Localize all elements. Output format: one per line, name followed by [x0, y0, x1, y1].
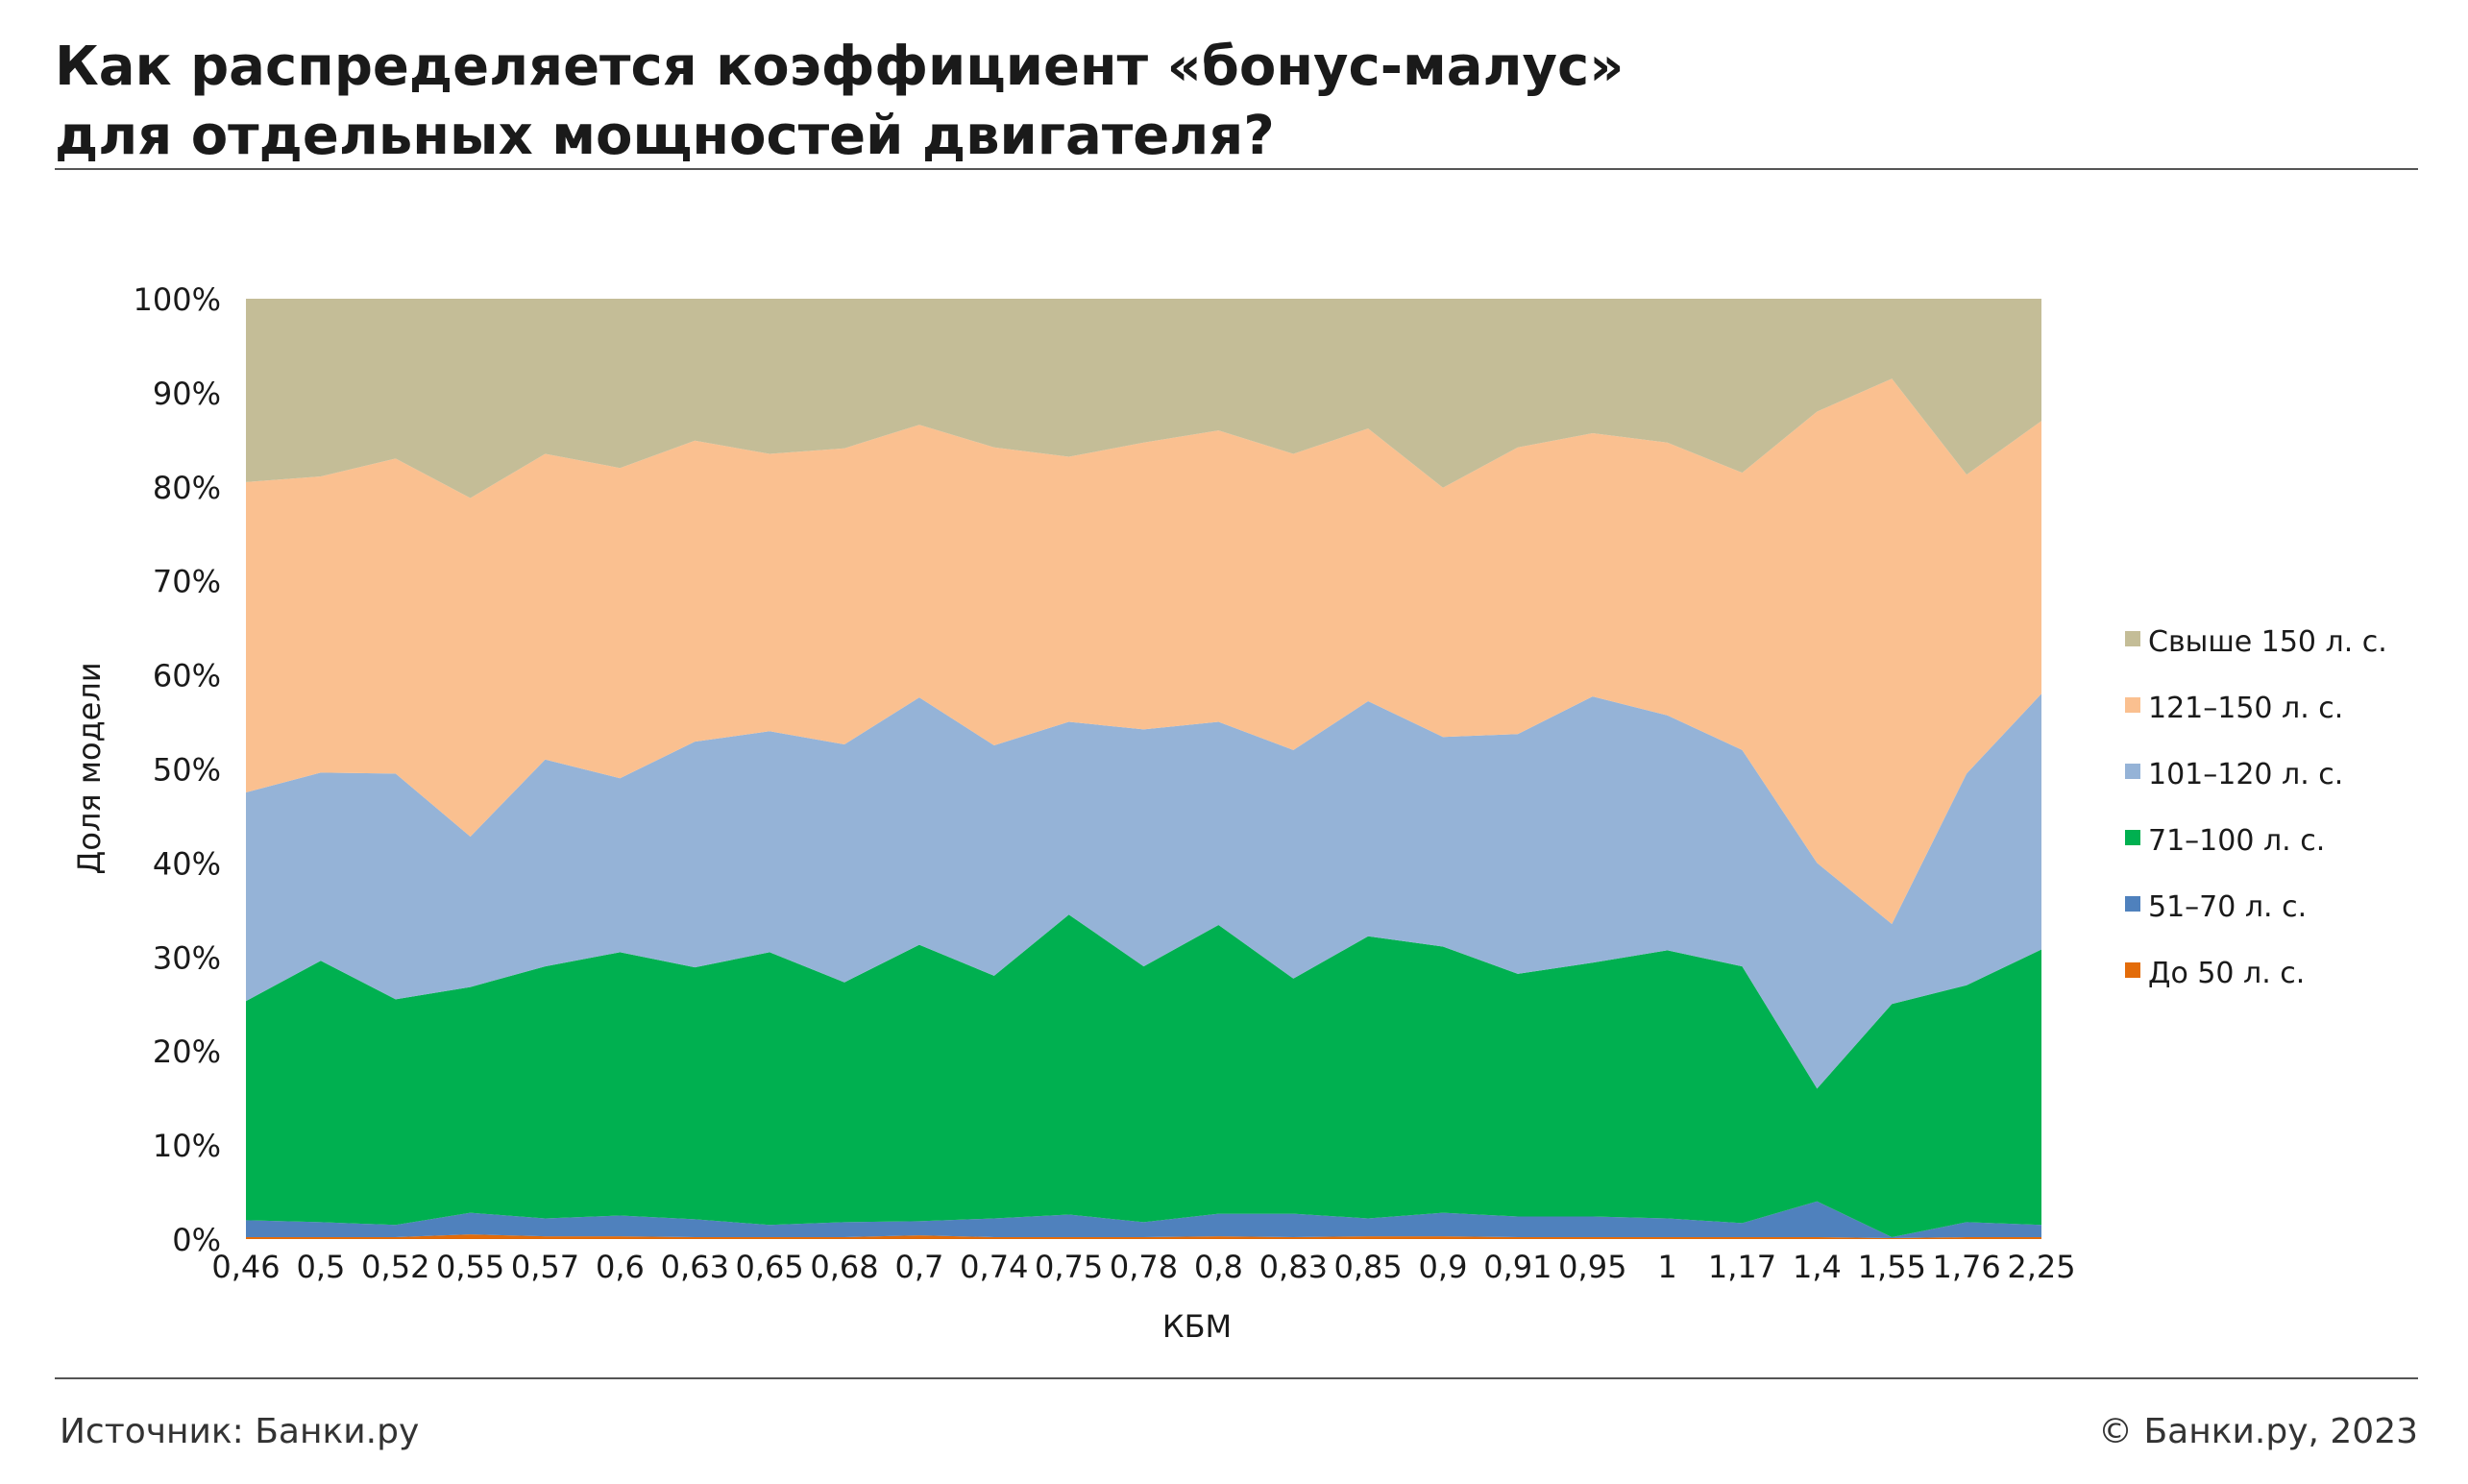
x-tick-label: 0,68 — [810, 1249, 878, 1285]
chart-areas — [246, 299, 2041, 1239]
y-tick-label: 50% — [153, 752, 221, 789]
x-tick-label: 0,5 — [296, 1249, 345, 1285]
area-series-6 — [246, 299, 2041, 499]
area-series-1 — [246, 1234, 2041, 1239]
legend-label: 121–150 л. с. — [2148, 692, 2343, 725]
x-axis-ticks: 0,46 0,5 0,52 0,55 0,57 0,6 0,63 0,65 0,68 0,7 0,7… — [211, 1249, 2075, 1285]
legend-swatch — [2125, 830, 2140, 845]
y-tick-label: 70% — [153, 564, 221, 600]
x-tick-label: 0,52 — [361, 1249, 429, 1285]
legend-label: 51–70 л. с. — [2148, 890, 2307, 924]
x-tick-label: 1,17 — [1708, 1249, 1776, 1285]
legend-label: Свыше 150 л. с. — [2148, 625, 2387, 659]
y-tick-label: 30% — [153, 939, 221, 976]
y-axis-label: Доля модели — [71, 662, 108, 874]
source-note: Источник: Банки.ру — [60, 1412, 420, 1451]
x-tick-label: 0,9 — [1419, 1249, 1468, 1285]
legend-swatch — [2125, 631, 2140, 646]
x-tick-label: 1,55 — [1858, 1249, 1926, 1285]
x-tick-label: 0,6 — [596, 1249, 645, 1285]
area-series-4 — [246, 693, 2041, 1089]
y-axis-ticks: 0% 10% 20% 30% 40% 50% 60% 70% 80% 90% 100% — [134, 281, 221, 1258]
x-tick-label: 0,78 — [1110, 1249, 1178, 1285]
legend-swatch — [2125, 896, 2140, 912]
copyright-note: © Банки.ру, 2023 — [2098, 1412, 2418, 1451]
stacked-area-chart: 0,46 0,5 0,52 0,55 0,57 0,6 0,63 0,65 0,68 0,7 0,7… — [71, 281, 2387, 1345]
x-tick-label: 1 — [1657, 1249, 1676, 1285]
area-series-2 — [246, 1201, 2041, 1238]
x-tick-label: 0,74 — [960, 1249, 1028, 1285]
y-tick-label: 60% — [153, 658, 221, 694]
y-tick-label: 40% — [153, 845, 221, 882]
legend-swatch — [2125, 962, 2140, 978]
legend-swatch — [2125, 764, 2140, 779]
footer-divider — [55, 1377, 2418, 1379]
x-tick-label: 0,91 — [1483, 1249, 1552, 1285]
x-tick-label: 0,63 — [661, 1249, 729, 1285]
y-tick-label: 10% — [153, 1128, 221, 1164]
x-tick-label: 0,95 — [1558, 1249, 1626, 1285]
x-tick-label: 0,83 — [1259, 1249, 1328, 1285]
area-series-3 — [246, 914, 2041, 1237]
x-tick-label: 0,85 — [1333, 1249, 1402, 1285]
chart-title-line-1: Как распределяется коэффициент «бонус-ма… — [55, 36, 1625, 98]
y-tick-label: 0% — [172, 1222, 221, 1258]
legend-label: До 50 л. с. — [2148, 957, 2305, 990]
x-tick-label: 0,57 — [511, 1249, 579, 1285]
y-tick-label: 80% — [153, 470, 221, 506]
legend-label: 71–100 л. с. — [2148, 824, 2325, 858]
x-tick-label: 0,46 — [211, 1249, 280, 1285]
header-divider — [55, 168, 2418, 170]
x-tick-label: 0,75 — [1035, 1249, 1103, 1285]
legend-swatch — [2125, 697, 2140, 713]
y-tick-label: 100% — [134, 281, 221, 318]
legend: Свыше 150 л. с. 121–150 л. с. 101–120 л. с… — [2125, 625, 2387, 990]
chart-title-line-2: для отдельных мощностей двигателя? — [55, 105, 1275, 167]
chart-title: Как распределяется коэффициент «бонус-ма… — [55, 33, 2264, 171]
x-tick-label: 1,76 — [1932, 1249, 2000, 1285]
x-tick-label: 0,65 — [735, 1249, 803, 1285]
x-axis-label: КБМ — [1162, 1308, 1232, 1345]
y-tick-label: 20% — [153, 1034, 221, 1070]
legend-label: 101–120 л. с. — [2148, 758, 2343, 791]
x-tick-label: 2,25 — [2007, 1249, 2075, 1285]
y-tick-label: 90% — [153, 376, 221, 412]
x-tick-label: 0,7 — [894, 1249, 943, 1285]
area-series-5 — [246, 378, 2041, 924]
x-tick-label: 0,8 — [1194, 1249, 1243, 1285]
x-tick-label: 1,4 — [1793, 1249, 1842, 1285]
x-tick-label: 0,55 — [436, 1249, 504, 1285]
